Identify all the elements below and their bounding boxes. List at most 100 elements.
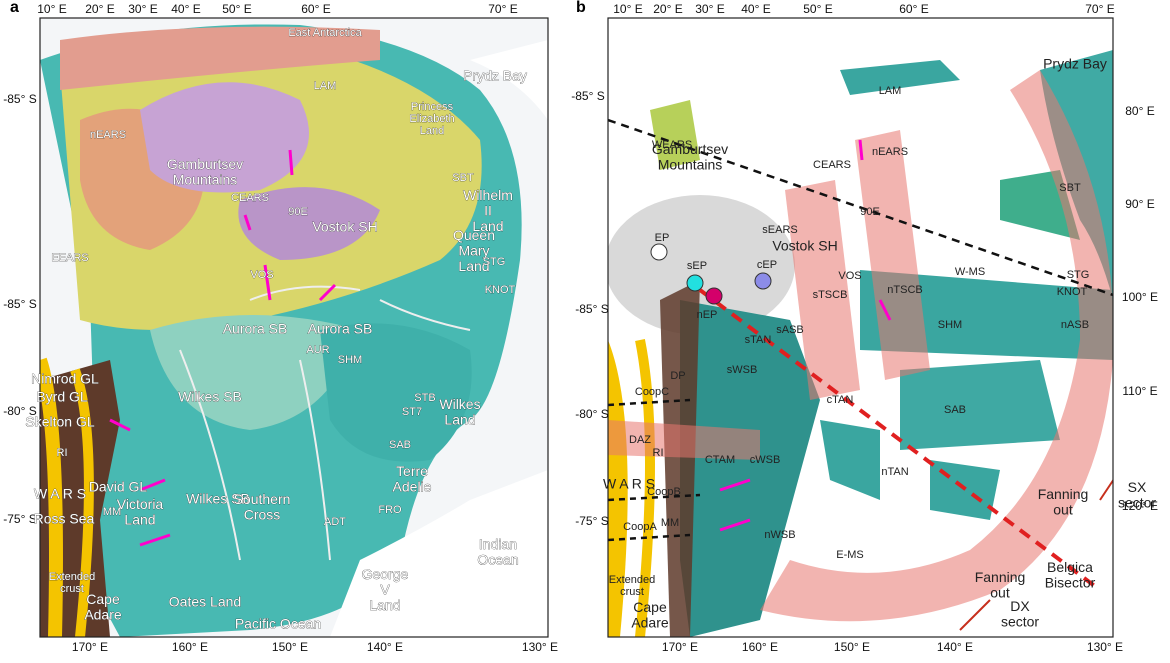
bottom-tick-label: 140° E — [367, 640, 403, 654]
place-label: Aurora SB — [223, 321, 288, 337]
bottom-tick-label: 170° E — [72, 640, 108, 654]
place-label: E-MS — [836, 549, 864, 561]
place-label: cEP — [757, 259, 777, 271]
frame-b — [607, 17, 1114, 638]
bottom-tick-label: 160° E — [742, 640, 778, 654]
bottom-tick-label: 140° E — [937, 640, 973, 654]
right-tick-label: 80° E — [1125, 104, 1154, 118]
place-label: sTAN — [745, 334, 772, 346]
place-label: EEARS — [51, 252, 88, 264]
place-label: CTAM — [705, 454, 735, 466]
place-label: KNOT — [1057, 286, 1088, 298]
place-label: 90E — [860, 206, 880, 218]
place-label: Wilkes SB — [186, 491, 250, 507]
left-tick-label: -85° S — [3, 297, 36, 311]
place-label: MM — [103, 506, 121, 518]
place-label: Skelton GL — [25, 414, 94, 430]
place-label: SHM — [338, 354, 362, 366]
place-label: LAM — [314, 80, 337, 92]
place-label: sASB — [776, 324, 804, 336]
panel-letter: a — [10, 0, 19, 16]
place-label: DP — [670, 370, 685, 382]
place-label: Aurora SB — [308, 321, 373, 337]
place-label: sEARS — [762, 224, 797, 236]
map-b — [608, 18, 1113, 637]
place-label: Gamburtsev Mountains — [167, 156, 243, 187]
place-label: DX sector — [1001, 598, 1039, 629]
left-tick-label: -85° S — [3, 92, 36, 106]
place-label: nASB — [1061, 319, 1089, 331]
place-label: Southern Cross — [234, 491, 291, 522]
place-label: Wilkes Land — [439, 396, 480, 427]
place-label: W-MS — [955, 266, 985, 278]
place-label: FRO — [378, 504, 402, 516]
place-label: sTSCB — [813, 289, 848, 301]
place-label: ADT — [324, 516, 346, 528]
left-tick-label: -80° S — [575, 407, 608, 421]
map-a — [40, 18, 548, 637]
top-tick-label: 60° E — [301, 2, 330, 16]
place-label: Indian Ocean — [477, 536, 518, 567]
top-tick-label: 30° E — [128, 2, 157, 16]
place-label: Vostok SH — [312, 219, 377, 235]
place-label: MM — [661, 517, 679, 529]
top-tick-label: 30° E — [695, 2, 724, 16]
left-tick-label: -85° S — [571, 89, 604, 103]
place-label: Wilkes SB — [178, 389, 242, 405]
place-label: W A R S — [603, 476, 655, 492]
place-label: nTAN — [881, 466, 908, 478]
top-tick-label: 50° E — [222, 2, 251, 16]
place-label: Prydz Bay — [1043, 56, 1107, 72]
place-label: nEARS — [872, 146, 908, 158]
place-label: nEARS — [90, 129, 126, 141]
right-tick-label: 100° E — [1122, 290, 1158, 304]
place-label: Cape Adare — [84, 591, 122, 622]
place-label: KNOT — [485, 284, 516, 296]
place-label: Ross Sea — [34, 511, 95, 527]
place-label: Terre Adelie — [393, 463, 432, 494]
top-tick-label: 40° E — [741, 2, 770, 16]
place-label: East Antarctica — [288, 27, 362, 39]
top-tick-label: 60° E — [899, 2, 928, 16]
place-label: SBT — [452, 172, 474, 184]
place-label: SAB — [944, 404, 966, 416]
top-tick-label: 20° E — [85, 2, 114, 16]
place-label: nWSB — [764, 529, 795, 541]
top-tick-label: 10° E — [613, 2, 642, 16]
place-label: George V Land — [362, 566, 409, 613]
place-label: RI — [653, 447, 664, 459]
place-label: Fanning out — [1038, 486, 1089, 517]
place-label: SHM — [938, 319, 962, 331]
bottom-tick-label: 150° E — [272, 640, 308, 654]
bottom-tick-label: 130° E — [522, 640, 558, 654]
place-label: sEP — [687, 260, 707, 272]
left-tick-label: -80° S — [3, 404, 36, 418]
place-label: David GL — [89, 479, 148, 495]
place-label: Extended crust — [609, 574, 655, 598]
place-label: CoopA — [623, 521, 657, 533]
place-label: nEP — [697, 309, 718, 321]
place-label: AUR — [306, 344, 329, 356]
top-tick-label: 70° E — [488, 2, 517, 16]
right-tick-label: 120° E — [1122, 499, 1158, 513]
place-label: WEARS — [652, 139, 692, 151]
place-label: nTSCB — [887, 284, 922, 296]
top-tick-label: 10° E — [37, 2, 66, 16]
place-label: sWSB — [727, 364, 758, 376]
place-label: W A R S — [34, 486, 86, 502]
place-label: ST7 — [402, 406, 422, 418]
bottom-tick-label: 160° E — [172, 640, 208, 654]
place-label: Princess Elizabeth Land — [409, 101, 454, 137]
place-label: Pacific Ocean — [235, 616, 321, 632]
left-tick-label: -75° S — [3, 512, 36, 526]
place-label: Byrd GL — [36, 389, 88, 405]
bottom-tick-label: 130° E — [1087, 640, 1123, 654]
place-label: Victoria Land — [117, 496, 164, 527]
place-label: Oates Land — [169, 594, 241, 610]
right-tick-label: 90° E — [1125, 197, 1154, 211]
top-tick-label: 20° E — [653, 2, 682, 16]
place-label: Extended crust — [49, 571, 95, 595]
place-label: Fanning out — [975, 569, 1026, 600]
place-label: Prydz Bay — [463, 68, 527, 84]
